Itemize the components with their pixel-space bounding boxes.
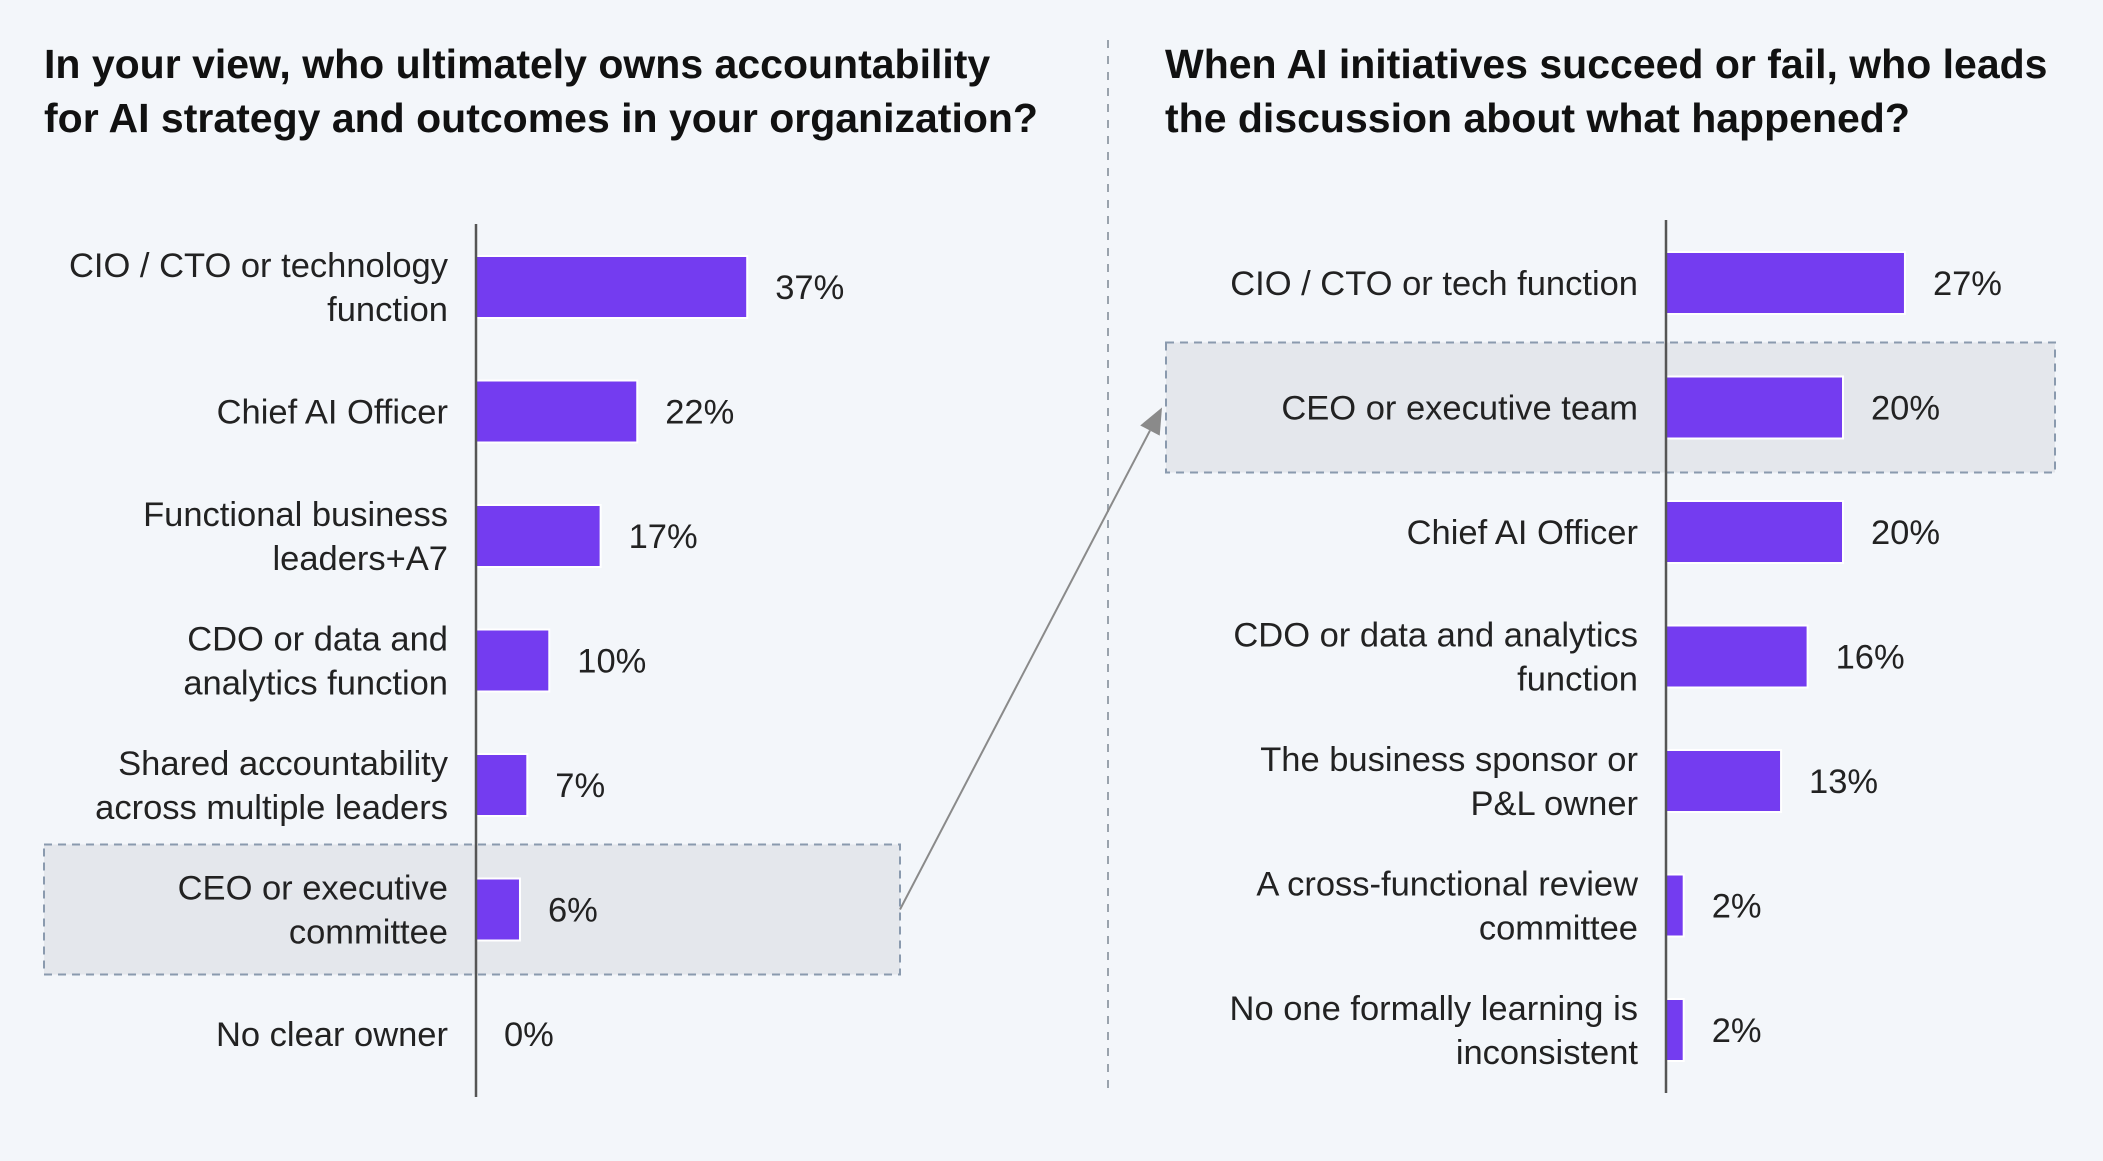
chart-title: When AI initiatives succeed or fail, who… xyxy=(1165,41,2047,141)
chart-title-line: for AI strategy and outcomes in your org… xyxy=(44,95,1038,141)
category-label: The business sponsor or P&L owner xyxy=(1260,741,1638,823)
category-label-line: Functional business xyxy=(143,496,448,534)
category-label: CEO or executive committee xyxy=(178,870,448,952)
category-label: No clear owner xyxy=(216,1016,448,1054)
highlight-box xyxy=(1165,341,2056,474)
value-label: 17% xyxy=(629,518,698,556)
bar xyxy=(1665,375,1844,440)
value-label: 22% xyxy=(665,394,734,432)
bar xyxy=(1665,500,1844,564)
bar xyxy=(475,255,749,319)
category-label-line: across multiple leaders xyxy=(95,789,448,827)
category-label: Functional business leaders+A7 xyxy=(143,496,448,578)
value-label: 20% xyxy=(1871,390,1940,428)
category-label-line: CDO or data and analytics xyxy=(1233,617,1638,655)
category-label: CDO or data and analytics function xyxy=(1233,617,1638,699)
category-label-line: No one formally learning is xyxy=(1230,990,1638,1028)
category-label-line: function xyxy=(1517,661,1638,699)
highlight-box xyxy=(43,843,901,976)
value-label: 27% xyxy=(1933,265,2002,303)
category-label-line: analytics function xyxy=(183,665,448,703)
chart-right: When AI initiatives succeed or fail, who… xyxy=(1165,41,2056,1093)
bar xyxy=(475,379,639,444)
bar xyxy=(1665,998,1685,1062)
bar xyxy=(475,504,602,568)
value-label: 2% xyxy=(1712,1012,1762,1050)
category-label: Shared accountability across multiple lea… xyxy=(95,745,449,827)
value-label: 0% xyxy=(504,1016,554,1054)
category-label: CDO or data and analytics function xyxy=(183,621,448,703)
bar xyxy=(475,628,551,693)
value-label: 13% xyxy=(1809,763,1878,801)
category-label-line: function xyxy=(327,291,448,329)
chart-title: In your view, who ultimately owns accoun… xyxy=(44,41,1038,141)
category-label: Chief AI Officer xyxy=(217,394,448,432)
highlight-connector xyxy=(899,407,1162,910)
category-label: CIO / CTO or technology function xyxy=(69,247,449,329)
value-label: 20% xyxy=(1871,514,1940,552)
arrowhead-icon xyxy=(1140,407,1162,436)
value-label: 2% xyxy=(1712,888,1762,926)
value-label: 37% xyxy=(775,269,844,307)
category-label-line: CDO or data and xyxy=(187,621,448,659)
bar xyxy=(1665,749,1783,813)
category-label-line: Chief AI Officer xyxy=(217,394,448,432)
category-label-line: CIO / CTO or technology xyxy=(69,247,449,285)
bar xyxy=(1665,251,1906,315)
category-label: A cross-functional review committee xyxy=(1256,866,1638,948)
category-label: CIO / CTO or tech function xyxy=(1230,265,1638,303)
category-label-line: Shared accountability xyxy=(118,745,449,783)
value-label: 16% xyxy=(1836,639,1905,677)
chart-left: In your view, who ultimately owns accoun… xyxy=(43,41,1038,1097)
category-label-line: committee xyxy=(1479,910,1638,948)
chart-title-line: the discussion about what happened? xyxy=(1165,95,1910,141)
category-label-line: P&L owner xyxy=(1471,785,1638,823)
bar xyxy=(1665,624,1809,689)
category-label-line: CIO / CTO or tech function xyxy=(1230,265,1638,303)
category-label-line: A cross-functional review xyxy=(1256,866,1638,904)
bar xyxy=(475,877,521,942)
category-label-line: No clear owner xyxy=(216,1016,448,1054)
category-label: No one formally learning is inconsistent xyxy=(1230,990,1639,1072)
value-label: 6% xyxy=(548,892,598,930)
value-label: 7% xyxy=(555,767,605,805)
value-label: 10% xyxy=(577,643,646,681)
category-label-line: Chief AI Officer xyxy=(1407,514,1638,552)
category-label-line: inconsistent xyxy=(1456,1034,1639,1072)
category-label-line: CEO or executive xyxy=(178,870,448,908)
category-label: CEO or executive team xyxy=(1281,390,1638,428)
chart-title-line: In your view, who ultimately owns accoun… xyxy=(44,41,990,87)
category-label-line: committee xyxy=(289,914,448,952)
category-label-line: leaders+A7 xyxy=(273,540,449,578)
bar xyxy=(1665,873,1685,938)
bar xyxy=(475,753,529,817)
category-label-line: The business sponsor or xyxy=(1260,741,1638,779)
connector-line xyxy=(899,430,1151,910)
chart-title-line: When AI initiatives succeed or fail, who… xyxy=(1165,41,2047,87)
category-label-line: CEO or executive team xyxy=(1281,390,1638,428)
category-label: Chief AI Officer xyxy=(1407,514,1638,552)
